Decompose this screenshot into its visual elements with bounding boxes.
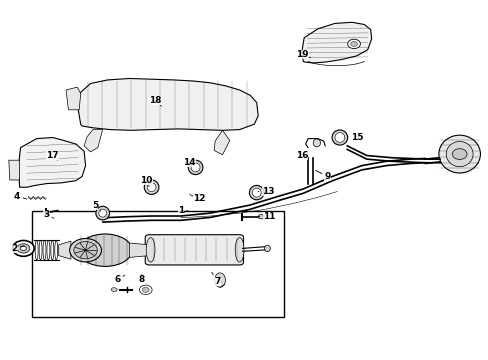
Text: 11: 11	[258, 212, 275, 221]
Ellipse shape	[144, 180, 159, 194]
Ellipse shape	[96, 206, 109, 220]
Ellipse shape	[74, 242, 97, 259]
Text: 8: 8	[139, 274, 144, 284]
Polygon shape	[66, 87, 81, 110]
Text: 5: 5	[92, 201, 101, 211]
Circle shape	[451, 149, 466, 159]
Circle shape	[17, 244, 30, 253]
Text: 2: 2	[12, 244, 24, 253]
Text: 14: 14	[183, 158, 196, 167]
Text: 7: 7	[211, 273, 221, 286]
Polygon shape	[84, 130, 102, 152]
Text: 19: 19	[295, 50, 310, 59]
Polygon shape	[111, 288, 117, 292]
Circle shape	[142, 287, 149, 292]
Text: 17: 17	[46, 151, 59, 160]
Circle shape	[20, 246, 26, 251]
Polygon shape	[129, 243, 149, 257]
Bar	[32, 211, 283, 317]
Circle shape	[258, 215, 264, 219]
Ellipse shape	[438, 135, 479, 173]
Text: 9: 9	[315, 170, 330, 181]
Ellipse shape	[331, 130, 347, 145]
Text: 18: 18	[149, 96, 162, 106]
Polygon shape	[19, 138, 85, 187]
Polygon shape	[9, 160, 20, 180]
FancyBboxPatch shape	[145, 235, 243, 265]
Text: 13: 13	[258, 187, 274, 196]
Circle shape	[347, 39, 360, 49]
Ellipse shape	[252, 188, 261, 197]
Ellipse shape	[264, 245, 270, 252]
Text: 3: 3	[43, 210, 54, 219]
Polygon shape	[214, 130, 229, 155]
Text: 16: 16	[295, 151, 308, 160]
Circle shape	[350, 41, 357, 46]
Ellipse shape	[235, 238, 244, 262]
Text: 6: 6	[114, 274, 124, 284]
Circle shape	[13, 240, 34, 256]
Text: 4: 4	[14, 192, 27, 201]
Polygon shape	[302, 22, 371, 63]
Ellipse shape	[249, 185, 264, 200]
Text: 10: 10	[140, 176, 153, 186]
Text: 1: 1	[178, 206, 187, 215]
Ellipse shape	[69, 238, 102, 262]
Ellipse shape	[214, 273, 225, 287]
Circle shape	[139, 285, 152, 294]
Ellipse shape	[99, 209, 106, 217]
Ellipse shape	[312, 139, 320, 147]
Text: 12: 12	[193, 194, 205, 203]
Ellipse shape	[78, 234, 132, 266]
Ellipse shape	[191, 163, 200, 172]
Ellipse shape	[188, 160, 203, 175]
Ellipse shape	[147, 183, 156, 192]
Ellipse shape	[445, 141, 472, 167]
Ellipse shape	[334, 132, 344, 143]
Polygon shape	[59, 241, 71, 259]
Polygon shape	[78, 78, 258, 130]
Text: 15: 15	[347, 133, 363, 142]
Ellipse shape	[146, 238, 155, 262]
